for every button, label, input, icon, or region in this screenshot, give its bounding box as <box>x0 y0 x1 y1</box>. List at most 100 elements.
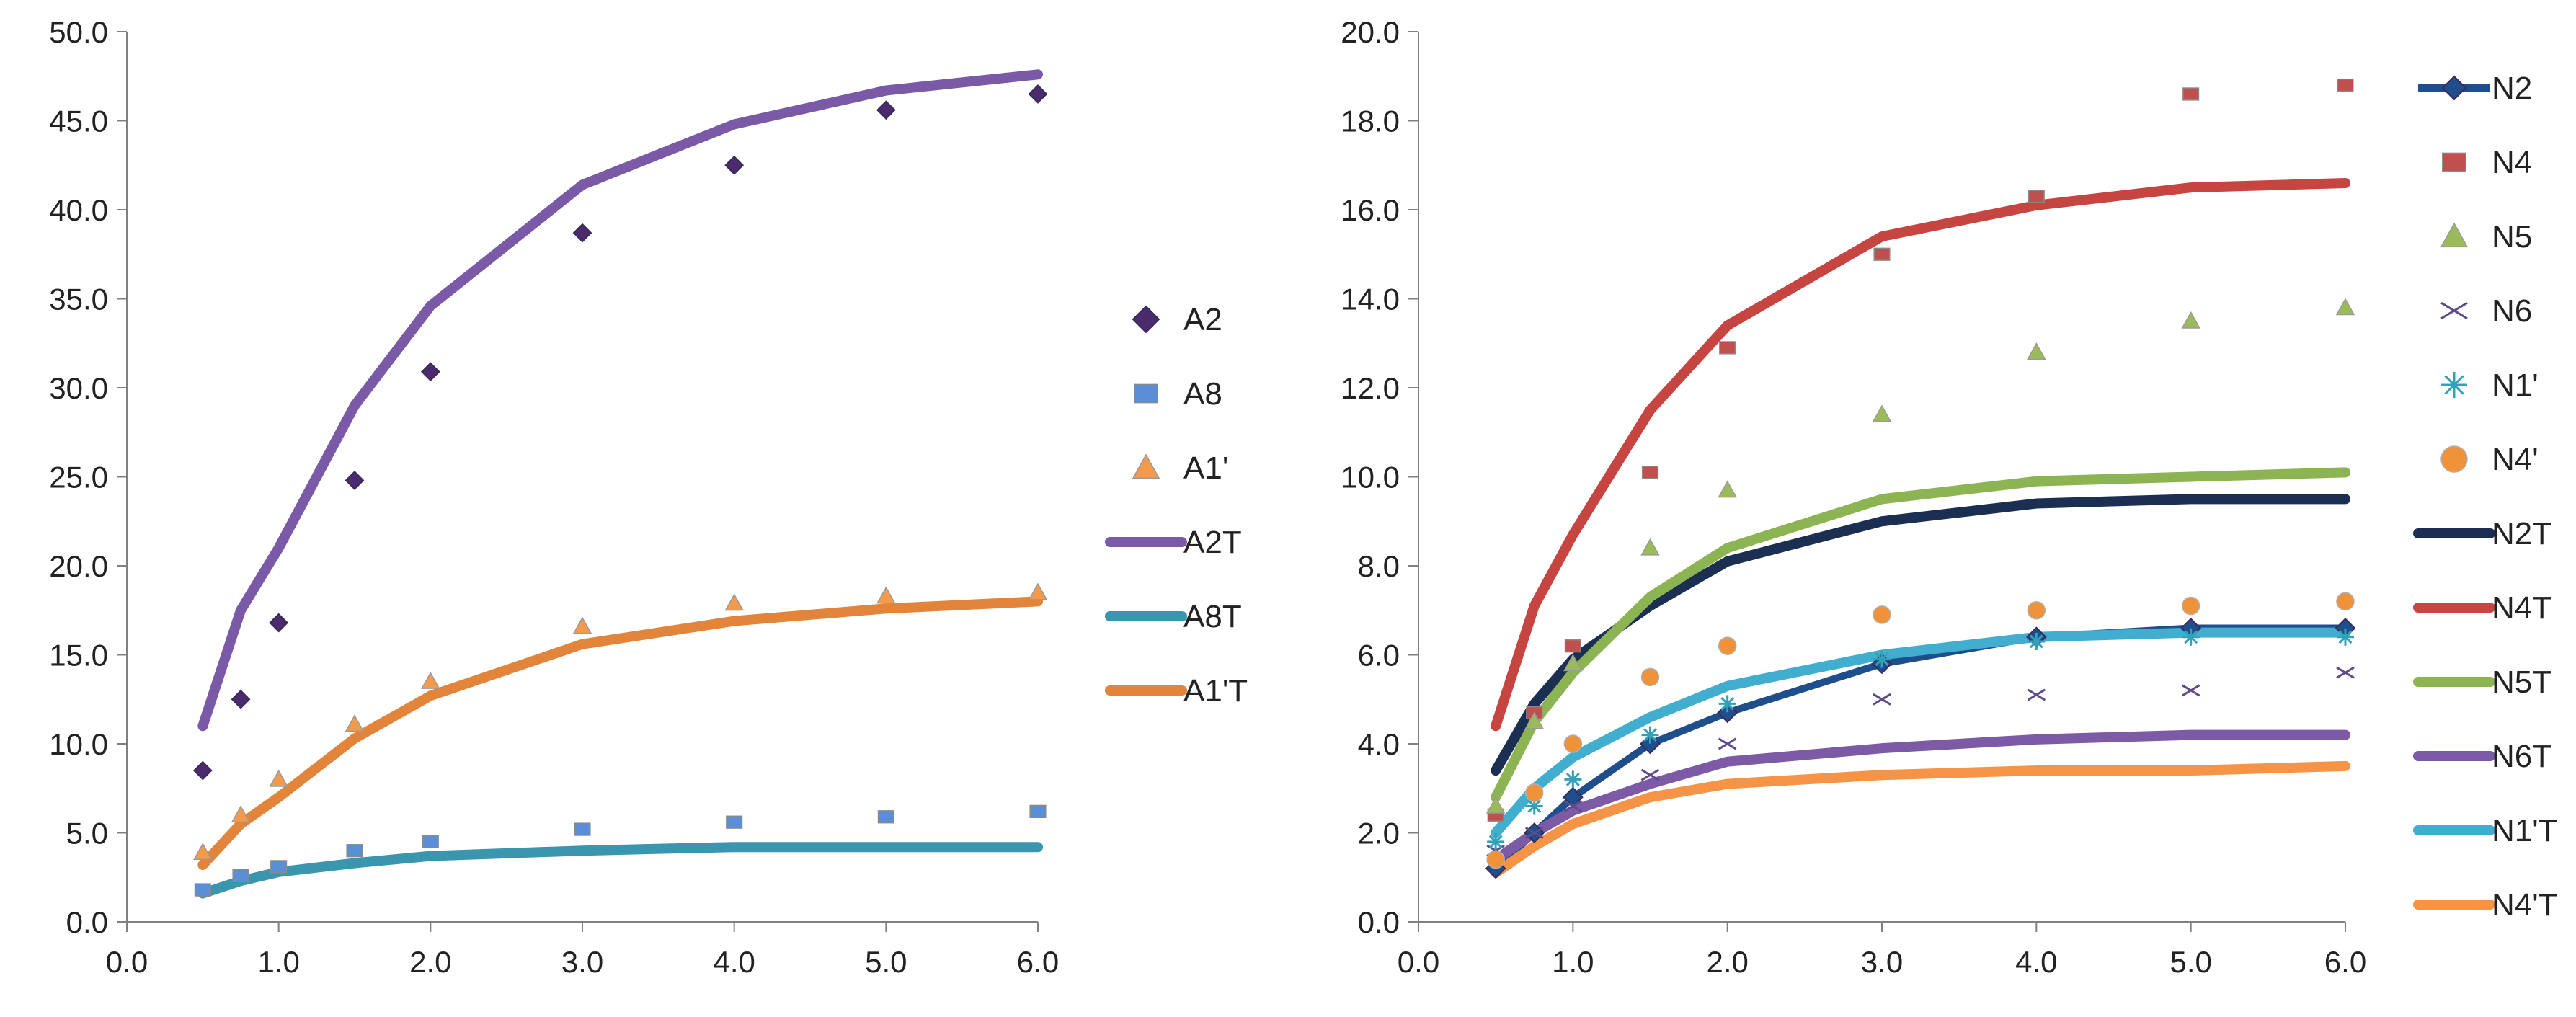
data-point-A8 <box>271 861 287 873</box>
legend-label: N5T <box>2492 665 2551 700</box>
data-point-N4p <box>1526 784 1543 801</box>
data-point-A1p <box>574 618 591 634</box>
series-line-A1pT <box>203 601 1038 865</box>
y-tick-label: 20.0 <box>1341 15 1400 49</box>
x-tick-label: 0.0 <box>1398 945 1439 979</box>
x-tick-label: 4.0 <box>2015 945 2057 979</box>
legend-label: N2T <box>2492 516 2551 551</box>
data-point-A1p <box>1029 584 1047 600</box>
data-point-A2 <box>726 156 743 174</box>
y-tick-label: 8.0 <box>1358 549 1400 583</box>
y-tick-label: 0.0 <box>1358 905 1400 939</box>
y-tick-label: 35.0 <box>49 283 108 316</box>
legend-label: A8T <box>1183 599 1242 634</box>
series-line-N4T <box>1496 183 2345 726</box>
y-tick-label: 0.0 <box>66 905 108 939</box>
y-tick-label: 4.0 <box>1358 727 1400 761</box>
y-tick-label: 20.0 <box>49 549 108 583</box>
legend-label: A1'T <box>1183 673 1248 709</box>
y-tick-label: 2.0 <box>1358 817 1400 851</box>
data-point-N5 <box>2028 344 2045 360</box>
legend-swatch-marker <box>1134 384 1158 402</box>
data-point-N5 <box>1642 539 1659 555</box>
series-line-A8T <box>203 847 1038 893</box>
data-point-N1p <box>1642 727 1659 744</box>
data-point-A8 <box>195 884 211 896</box>
data-point-N4p <box>1642 668 1659 685</box>
data-point-N5 <box>1719 481 1736 497</box>
legend-label: N6T <box>2492 739 2551 774</box>
x-tick-label: 5.0 <box>2169 945 2211 979</box>
data-point-A8 <box>347 845 363 857</box>
legend-label: N5 <box>2492 219 2532 254</box>
x-tick-label: 3.0 <box>561 945 603 979</box>
data-point-N5 <box>2337 299 2354 315</box>
data-point-N5 <box>2182 312 2200 328</box>
data-point-N4p <box>2337 592 2354 610</box>
data-point-N4p <box>1564 735 1581 752</box>
data-point-A1p <box>422 673 439 689</box>
data-point-N4p <box>2028 602 2045 619</box>
data-point-A2 <box>877 102 894 119</box>
data-point-N4 <box>2029 190 2045 203</box>
data-point-N4 <box>1643 466 1658 479</box>
legend-label: A2T <box>1183 525 1242 560</box>
legend-label: N4T <box>2492 590 2551 626</box>
data-point-N5 <box>1487 797 1504 813</box>
data-point-N6 <box>1719 739 1736 749</box>
data-point-N4 <box>1565 640 1581 652</box>
data-point-A8 <box>423 835 439 848</box>
x-tick-label: 2.0 <box>409 945 451 979</box>
data-point-N4p <box>1873 606 1891 623</box>
x-tick-label: 5.0 <box>865 945 907 979</box>
legend-label: N6 <box>2492 293 2532 329</box>
data-point-N6 <box>1642 770 1659 780</box>
legend-swatch-marker <box>2443 76 2466 99</box>
y-tick-label: 30.0 <box>49 371 108 405</box>
data-point-N6 <box>2337 667 2354 678</box>
x-tick-label: 4.0 <box>713 945 755 979</box>
y-tick-label: 15.0 <box>49 639 108 672</box>
data-point-N4p <box>1719 637 1736 654</box>
data-point-N5 <box>1873 406 1891 422</box>
data-point-A1p <box>346 716 363 732</box>
data-point-A8 <box>879 811 894 823</box>
legend-swatch-marker <box>2441 223 2467 247</box>
y-tick-label: 40.0 <box>49 193 108 227</box>
data-point-N6 <box>2028 690 2045 700</box>
y-tick-label: 6.0 <box>1358 639 1400 672</box>
data-point-A2 <box>1029 85 1047 102</box>
data-point-A2 <box>232 690 249 708</box>
legend-label: A2 <box>1183 302 1222 337</box>
data-point-A2 <box>194 762 211 779</box>
data-point-N4 <box>1874 248 1890 260</box>
data-point-A2 <box>270 614 288 631</box>
y-tick-label: 12.0 <box>1341 371 1400 405</box>
series-line-A2T <box>203 74 1038 726</box>
legend-label: A1' <box>1183 450 1228 486</box>
legend-label: N4' <box>2492 442 2539 477</box>
right-chart: 0.02.04.06.08.010.012.014.016.018.020.00… <box>1341 15 2557 979</box>
legend-swatch-marker <box>2441 372 2467 398</box>
y-tick-label: 5.0 <box>66 817 108 851</box>
y-tick-label: 16.0 <box>1341 193 1400 227</box>
y-tick-label: 10.0 <box>1341 461 1400 494</box>
data-point-N6 <box>1873 694 1891 704</box>
data-point-A1p <box>726 595 743 610</box>
data-point-A8 <box>727 816 742 828</box>
legend-swatch-marker <box>2443 153 2466 171</box>
data-point-N4p <box>2182 598 2200 615</box>
data-point-N4 <box>2183 88 2199 100</box>
y-tick-label: 50.0 <box>49 15 108 49</box>
data-point-A2 <box>574 224 591 241</box>
y-tick-label: 18.0 <box>1341 105 1400 138</box>
data-point-A8 <box>574 823 590 835</box>
legend-label: N4'T <box>2492 887 2558 923</box>
legend-label: A8 <box>1183 376 1222 412</box>
data-point-N4 <box>2337 79 2353 92</box>
data-point-N4p <box>1487 851 1504 869</box>
x-tick-label: 2.0 <box>1706 945 1748 979</box>
x-tick-label: 6.0 <box>2324 945 2366 979</box>
data-point-N1p <box>1487 833 1504 851</box>
